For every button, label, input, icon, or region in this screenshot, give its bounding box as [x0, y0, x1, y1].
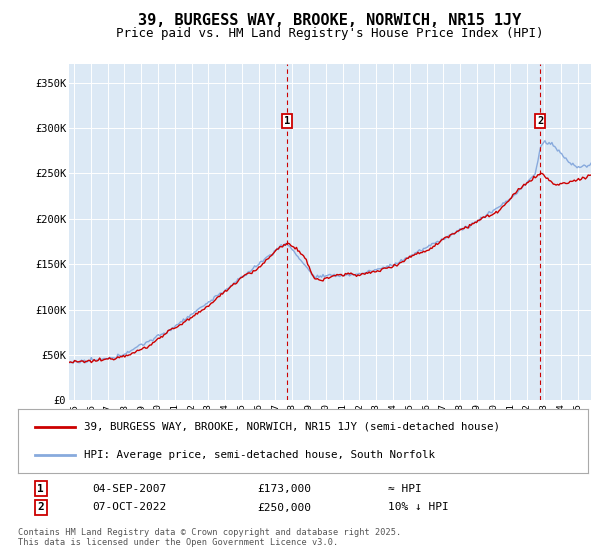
Text: 04-SEP-2007: 04-SEP-2007: [92, 484, 166, 493]
Text: Contains HM Land Registry data © Crown copyright and database right 2025.
This d: Contains HM Land Registry data © Crown c…: [18, 528, 401, 547]
Text: 1: 1: [284, 116, 290, 125]
Text: ≈ HPI: ≈ HPI: [389, 484, 422, 493]
Text: £250,000: £250,000: [257, 502, 311, 512]
Text: 39, BURGESS WAY, BROOKE, NORWICH, NR15 1JY (semi-detached house): 39, BURGESS WAY, BROOKE, NORWICH, NR15 1…: [83, 422, 500, 432]
Text: 39, BURGESS WAY, BROOKE, NORWICH, NR15 1JY: 39, BURGESS WAY, BROOKE, NORWICH, NR15 1…: [139, 13, 521, 27]
Text: 1: 1: [37, 484, 44, 493]
Text: 2: 2: [537, 116, 543, 125]
Text: 2: 2: [37, 502, 44, 512]
Text: Price paid vs. HM Land Registry's House Price Index (HPI): Price paid vs. HM Land Registry's House …: [116, 27, 544, 40]
Text: HPI: Average price, semi-detached house, South Norfolk: HPI: Average price, semi-detached house,…: [83, 450, 434, 460]
Text: 07-OCT-2022: 07-OCT-2022: [92, 502, 166, 512]
Text: £173,000: £173,000: [257, 484, 311, 493]
Text: 10% ↓ HPI: 10% ↓ HPI: [389, 502, 449, 512]
